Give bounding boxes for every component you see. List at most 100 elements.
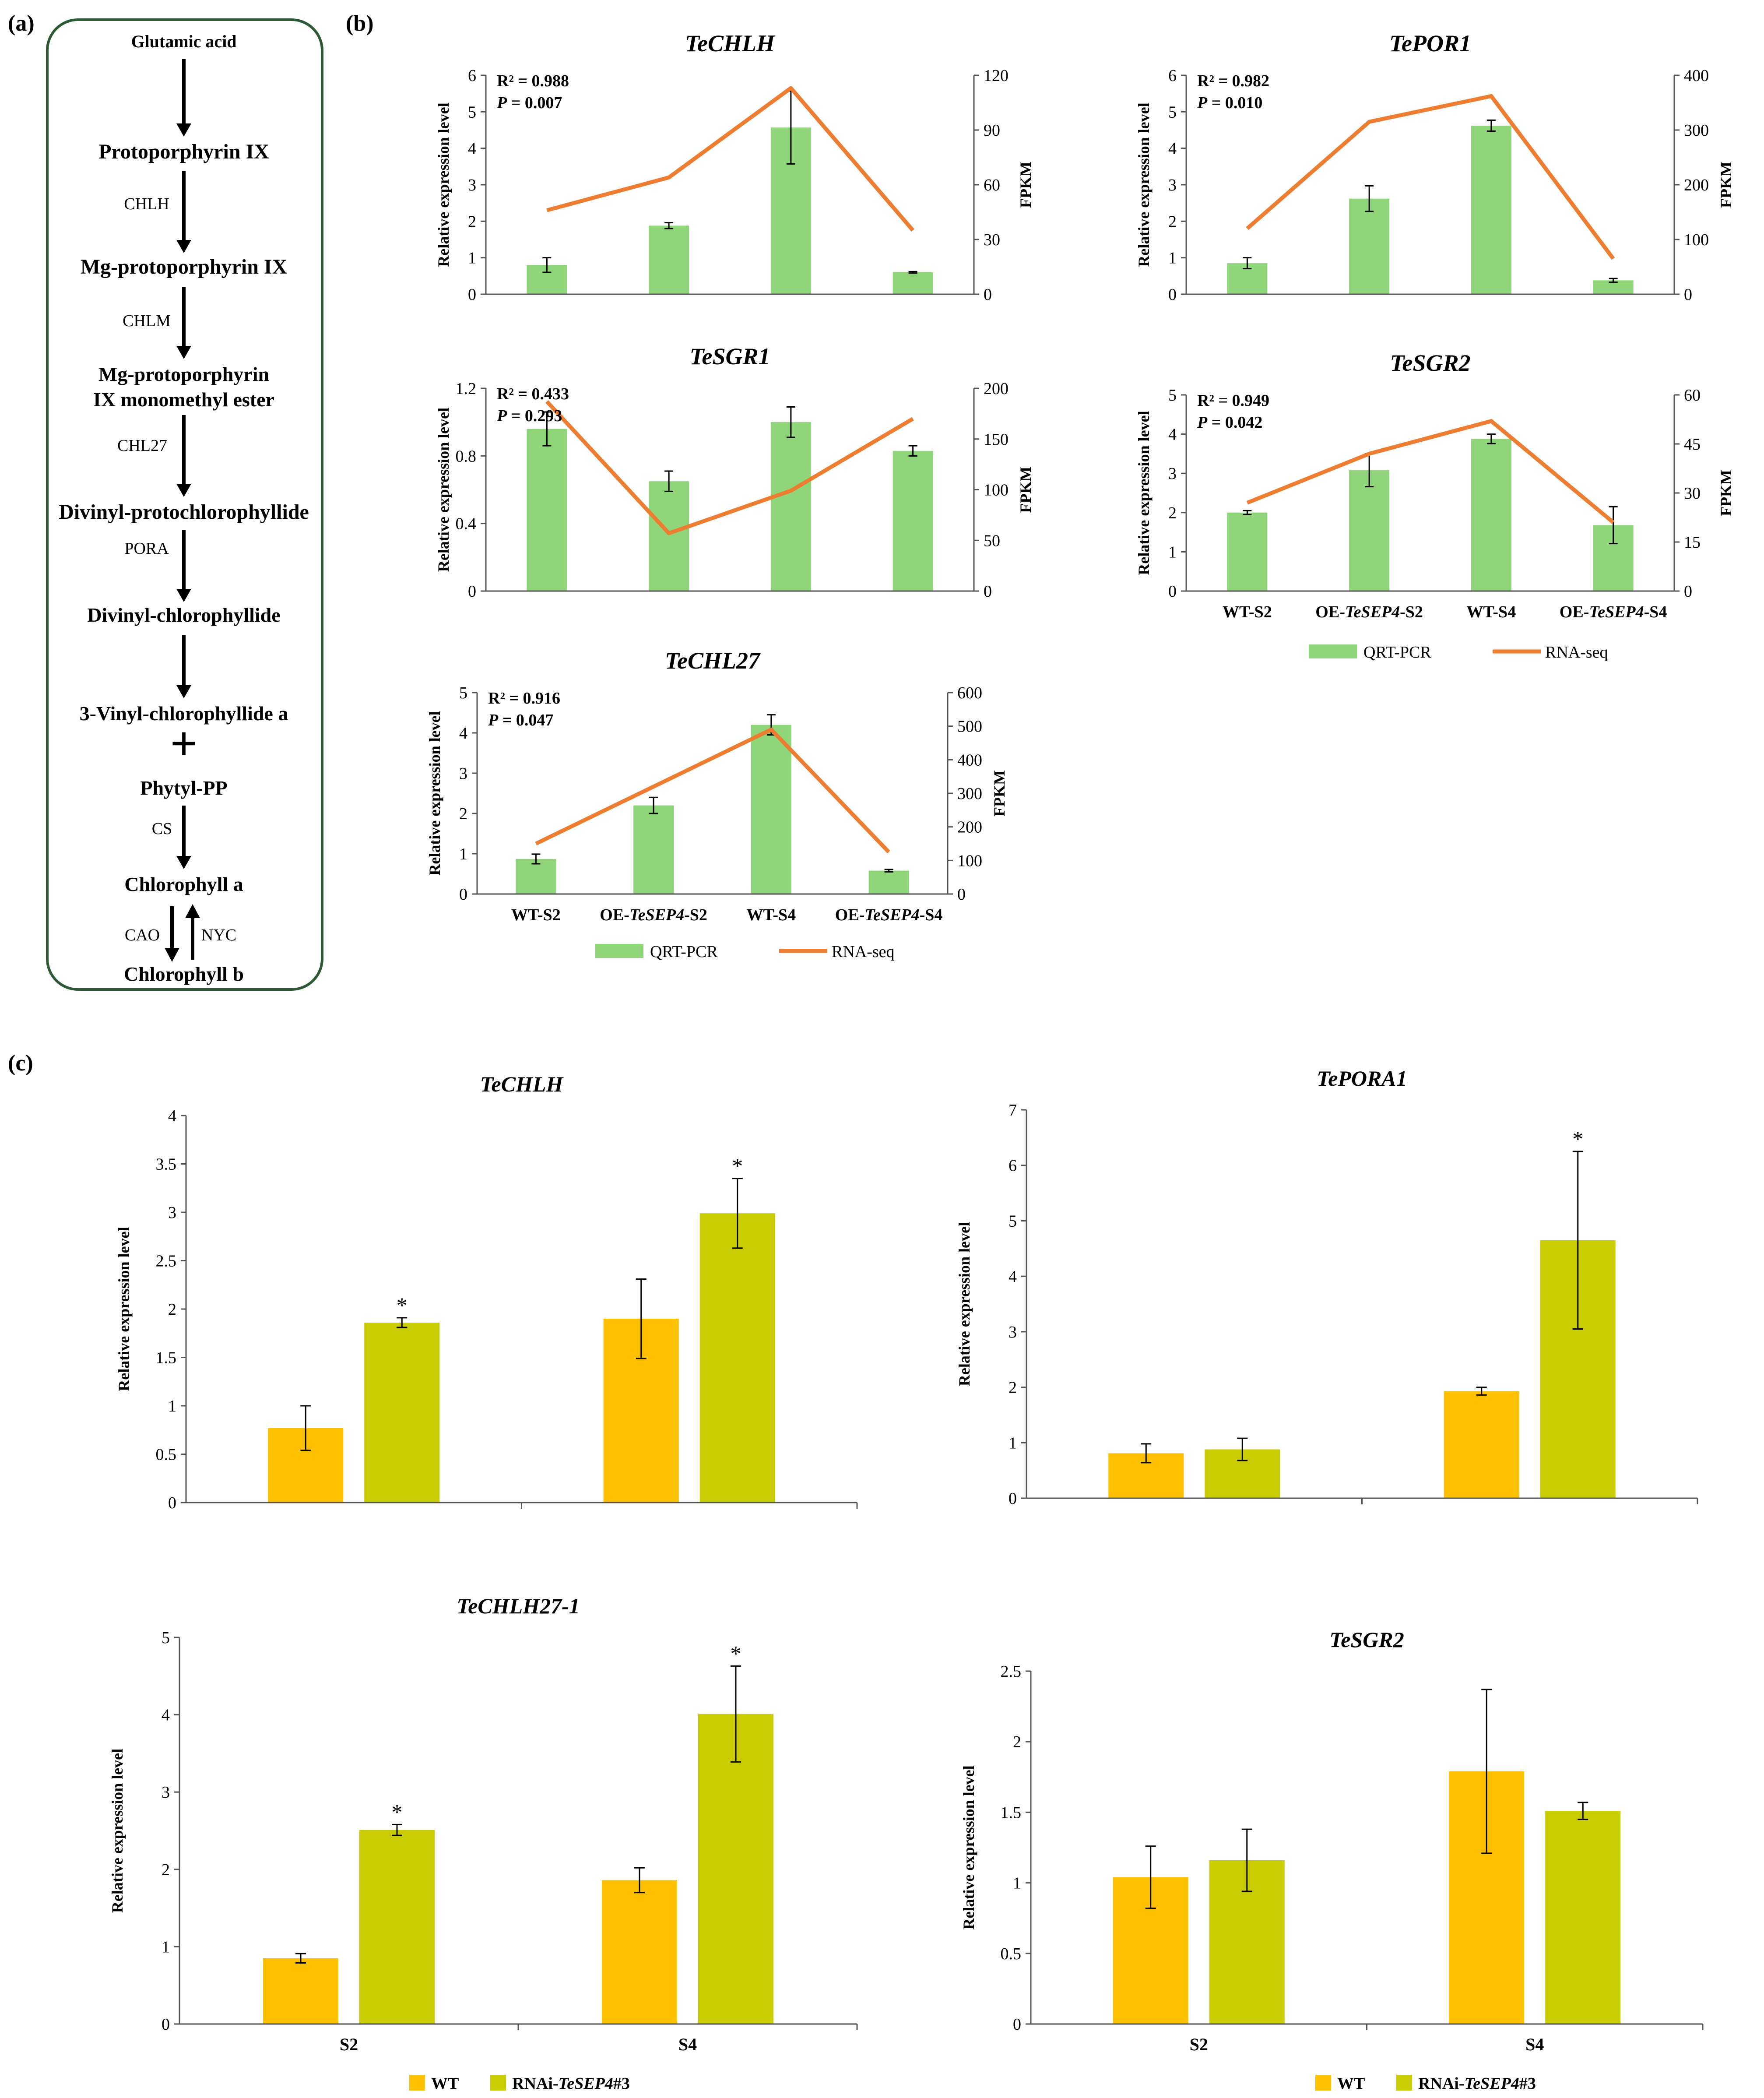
chart-b-techl27: TeCHL27 0 1 2 3 4 5 0 100 200 300 400 500 600 Relative… bbox=[426, 648, 1008, 924]
y2-tick-label: 400 bbox=[957, 751, 982, 769]
stat-p-value: = 0.042 bbox=[1207, 413, 1262, 432]
rnaseq-line bbox=[545, 400, 914, 535]
legend-swatch-wt bbox=[409, 2075, 425, 2091]
x-tick-label: OE-TeSEP4-S4 bbox=[1560, 603, 1667, 621]
y-axis-title: Relative expression level bbox=[435, 408, 452, 572]
pathway-arrow-head bbox=[176, 589, 191, 602]
y2-tick-label: 60 bbox=[984, 176, 1000, 194]
y-tick-label: 3 bbox=[468, 176, 476, 194]
pathway-enzyme: CHLM bbox=[123, 312, 171, 330]
y-tick-label: 1 bbox=[168, 1397, 176, 1415]
y-tick-label: 3 bbox=[1009, 1323, 1017, 1341]
legend-rnai-gene: TeSEP4 bbox=[559, 2074, 613, 2093]
y-tick-label: 3 bbox=[1168, 465, 1177, 483]
legend-label-qrt: QRT-PCR bbox=[1363, 643, 1431, 662]
stat-p: P = 0.010 bbox=[1197, 94, 1262, 112]
x-tick-part: -S2 bbox=[684, 906, 707, 924]
panel-label-c: (c) bbox=[8, 1051, 33, 1076]
y2-tick-label: 200 bbox=[984, 380, 1009, 398]
y2-tick-label: 400 bbox=[1684, 67, 1709, 85]
pathway-box bbox=[46, 18, 323, 991]
y-axis-title: Relative expression level bbox=[1135, 411, 1153, 575]
qrt-bar bbox=[633, 805, 674, 894]
wt-bar bbox=[1444, 1391, 1519, 1498]
stat-p: P = 0.007 bbox=[496, 94, 562, 112]
y-tick-label: 3 bbox=[168, 1204, 176, 1222]
y-tick-label: 6 bbox=[1168, 67, 1177, 85]
wt-bar bbox=[602, 1880, 677, 2024]
pathway-compound: Mg-protoporphyrin bbox=[98, 363, 269, 385]
y2-tick-label: 60 bbox=[1684, 386, 1701, 405]
chart-title: TePORA1 bbox=[1317, 1066, 1407, 1091]
chart-title: TePOR1 bbox=[1389, 30, 1471, 56]
y-tick-label: 2 bbox=[468, 212, 476, 231]
pathway-compound: Chlorophyll b bbox=[124, 963, 244, 985]
pathway-compound: Protoporphyrin IX bbox=[98, 140, 269, 163]
y-tick-label: 1 bbox=[162, 1938, 170, 1956]
legend-rnai-suffix: #3 bbox=[1519, 2074, 1536, 2093]
y-tick-label: 0 bbox=[459, 885, 467, 904]
chart-title: TeSGR2 bbox=[1390, 350, 1470, 376]
x-tick-label: OE-TeSEP4-S2 bbox=[600, 906, 707, 924]
pathway-arrow-head bbox=[176, 685, 191, 698]
x-tick-part: -S4 bbox=[1644, 603, 1667, 621]
pathway-plus: + bbox=[170, 717, 198, 770]
x-tick-part: TeSEP4 bbox=[629, 906, 684, 924]
pathway-diagram: Glutamic acid Protoporphyrin IX Mg-protopo… bbox=[46, 18, 323, 991]
significance-marker: * bbox=[732, 1154, 743, 1178]
y-tick-label: 2 bbox=[459, 805, 467, 823]
x-tick-part: OE- bbox=[600, 906, 629, 924]
x-tick-label: S2 bbox=[340, 2035, 358, 2054]
legend-swatch-rnai bbox=[1396, 2075, 1412, 2091]
rnaseq-line bbox=[535, 727, 890, 854]
legend-label-rnaseq: RNA-seq bbox=[832, 943, 895, 961]
stat-p-letter: P bbox=[488, 711, 499, 729]
y2-tick-label: 300 bbox=[957, 785, 982, 803]
pathway-compound: Divinyl-chlorophyllide bbox=[87, 604, 280, 626]
stat-r2: R² = 0.916 bbox=[488, 689, 560, 708]
y-tick-label: 1 bbox=[1168, 543, 1177, 561]
chart-c-tepora1: TePORA1 * 0 1 2 3 4 5 6 7 Relative expression leve… bbox=[956, 1066, 1698, 1508]
y2-tick-label: 0 bbox=[1684, 582, 1692, 601]
chart-c-tesgr2: TeSGR2 0 0.5 1 1.5 2 2.5 Relative expression le… bbox=[960, 1627, 1704, 2054]
y-tick-label: 3 bbox=[1168, 176, 1177, 194]
y2-tick-label: 30 bbox=[1684, 484, 1701, 503]
y-tick-label: 5 bbox=[162, 1629, 170, 1647]
y-tick-label: 4 bbox=[459, 724, 467, 743]
qrt-bar bbox=[1349, 198, 1390, 294]
rnaseq-line bbox=[546, 86, 915, 232]
y2-tick-label: 0 bbox=[984, 285, 992, 304]
y-tick-label: 4 bbox=[468, 140, 476, 158]
x-tick-part: TeSEP4 bbox=[1345, 603, 1400, 621]
x-tick-part: TeSEP4 bbox=[1589, 603, 1644, 621]
y-tick-label: 2 bbox=[162, 1861, 170, 1879]
pathway-enzyme: CS bbox=[152, 820, 172, 838]
y2-tick-label: 100 bbox=[957, 852, 982, 870]
y-tick-label: 1 bbox=[468, 249, 476, 268]
pathway-enzyme: CHL27 bbox=[117, 436, 167, 455]
y-axis-title: Relative expression level bbox=[1135, 102, 1153, 267]
y-tick-label: 5 bbox=[1009, 1212, 1017, 1230]
legend-c-right: WT RNAi-TeSEP4#3 bbox=[1315, 2074, 1536, 2093]
chart-title: TeCHLH bbox=[685, 30, 776, 56]
stat-p-value: = 0.010 bbox=[1207, 94, 1262, 112]
y-tick-label: 4 bbox=[168, 1107, 176, 1125]
y-tick-label: 3.5 bbox=[156, 1155, 177, 1174]
y-tick-label: 1 bbox=[1013, 1874, 1021, 1893]
y-tick-label: 1 bbox=[1168, 249, 1177, 268]
y2-tick-label: 50 bbox=[984, 532, 1000, 550]
y-tick-label: 0.4 bbox=[456, 515, 477, 533]
legend-swatch-rnai bbox=[490, 2075, 506, 2091]
panel-label-b: (b) bbox=[346, 11, 374, 36]
rnai-bar bbox=[359, 1830, 435, 2024]
x-tick-label: S2 bbox=[1190, 2035, 1208, 2054]
y-tick-label: 0.5 bbox=[1001, 1945, 1022, 1963]
qrt-bar bbox=[1227, 512, 1268, 591]
y-tick-label: 1.2 bbox=[456, 380, 477, 398]
y-axis-title: Relative expression level bbox=[435, 102, 452, 267]
wt-bar bbox=[263, 1958, 338, 2024]
stat-p: P = 0.047 bbox=[488, 711, 553, 729]
legend-b-top: QRT-PCR RNA-seq bbox=[1309, 643, 1608, 662]
y-tick-label: 4 bbox=[1009, 1267, 1017, 1286]
chart-c-techlh27-1: TeCHLH27-1 * * 0 1 2 3 4 5 Relative expression le… bbox=[109, 1594, 858, 2054]
